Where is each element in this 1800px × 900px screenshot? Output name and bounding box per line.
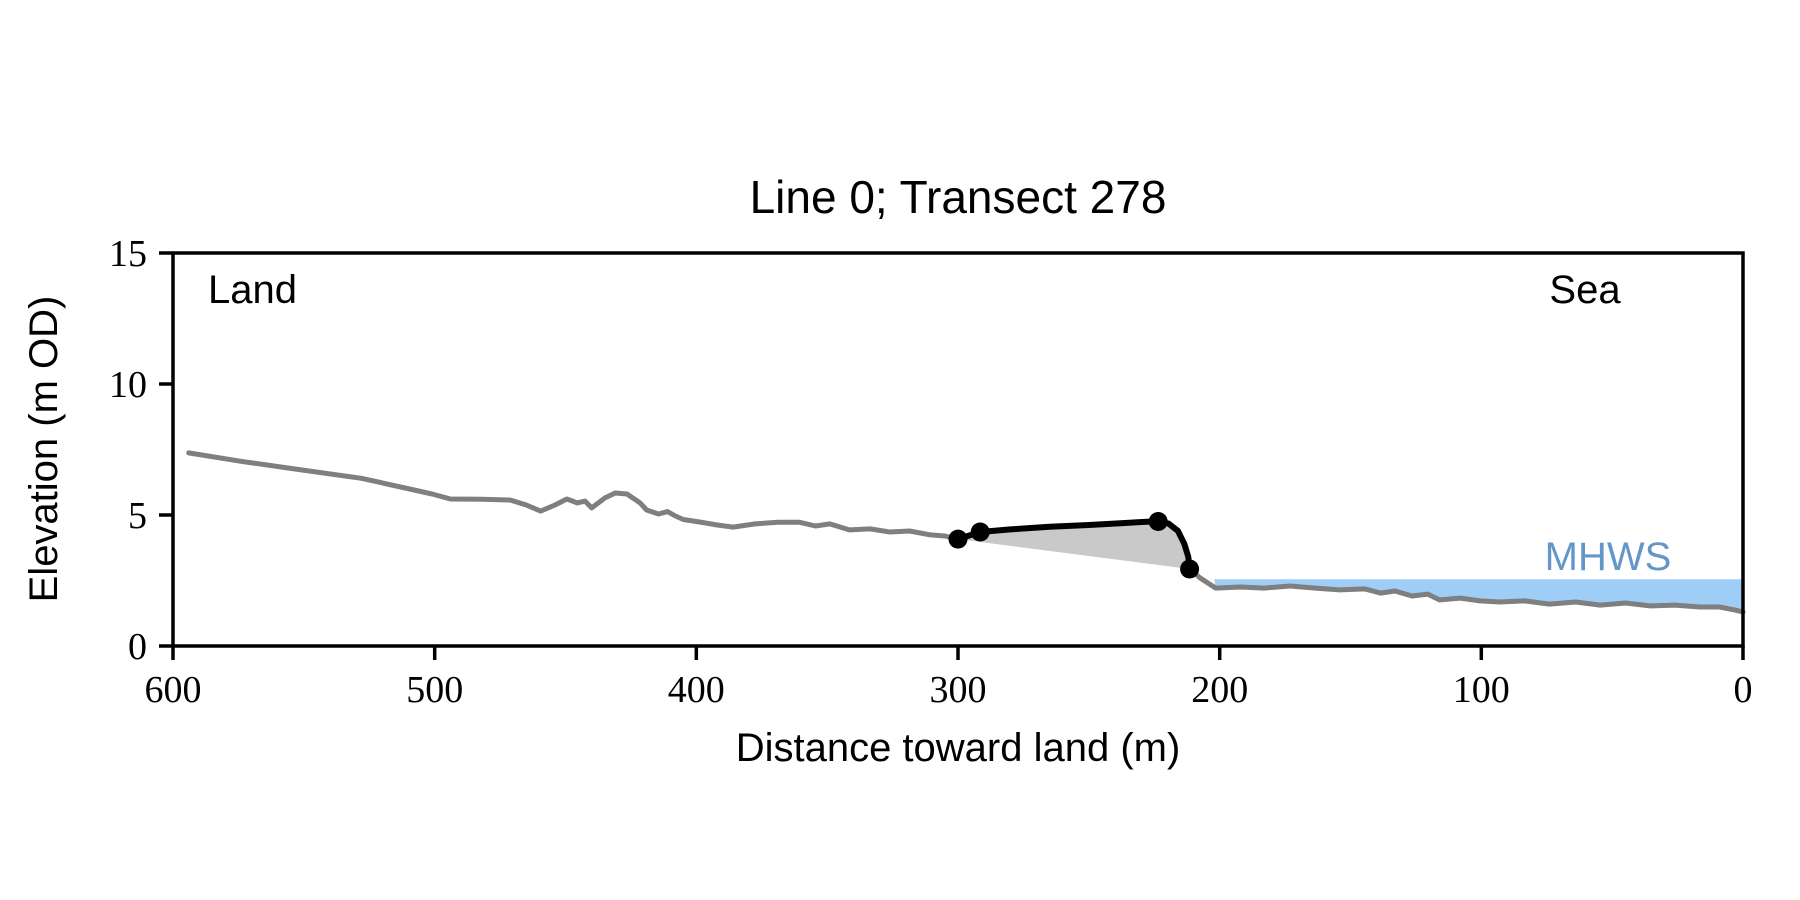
sea-label: Sea xyxy=(1549,268,1621,312)
dune-fill xyxy=(958,521,1190,569)
dune-marker xyxy=(1180,559,1200,579)
x-tick-label: 200 xyxy=(1191,669,1248,711)
y-tick-label: 5 xyxy=(128,495,147,537)
x-tick-label: 100 xyxy=(1453,669,1510,711)
marker-layer xyxy=(948,512,1200,579)
dune-marker xyxy=(970,522,990,542)
y-axis-label: Elevation (m OD) xyxy=(22,296,66,603)
x-tick-label: 600 xyxy=(145,669,202,711)
x-axis-label: Distance toward land (m) xyxy=(736,726,1181,770)
mhws-label: MHWS xyxy=(1545,535,1672,579)
y-tick-label: 0 xyxy=(128,626,147,668)
x-tick-label: 400 xyxy=(668,669,725,711)
chart-title: Line 0; Transect 278 xyxy=(750,171,1167,223)
terrain-sea-line xyxy=(1187,566,1746,615)
x-tick-label: 300 xyxy=(930,669,987,711)
line-layer xyxy=(186,450,1746,615)
x-tick-label: 0 xyxy=(1734,669,1753,711)
dune-marker xyxy=(1148,512,1168,531)
land-label: Land xyxy=(208,268,297,312)
dune-marker xyxy=(948,529,968,549)
x-tick-label: 500 xyxy=(406,669,463,711)
terrain-land-line xyxy=(186,450,961,542)
y-tick-label: 10 xyxy=(109,364,147,406)
dune-crest-line xyxy=(955,518,1193,572)
tick-layer: 600 500 400 300 200 100 0 0 5 10 15 xyxy=(109,233,1753,711)
y-tick-label: 15 xyxy=(109,233,147,275)
